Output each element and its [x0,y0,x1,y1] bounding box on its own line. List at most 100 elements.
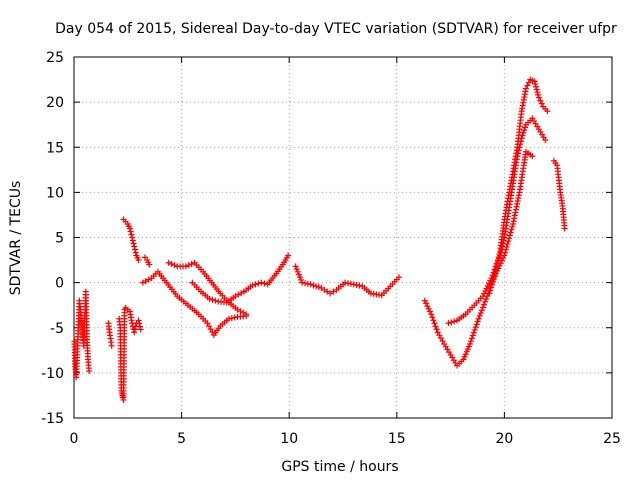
data-point [522,85,529,92]
y-tick-label: -5 [50,321,64,337]
data-point [477,310,484,317]
data-point [522,124,529,131]
data-point [294,268,301,275]
data-point [468,335,475,342]
data-point [506,232,513,239]
data-point [470,329,477,336]
x-tick-label: 15 [388,431,406,447]
data-point [494,260,501,267]
data-point [131,243,138,250]
data-point [129,237,136,244]
data-point [293,266,300,273]
data-point [136,320,143,327]
data-point [495,254,502,261]
data-point [356,282,363,289]
data-point [524,82,531,89]
data-point [532,83,539,90]
data-point [206,295,213,302]
x-tick-label: 5 [177,431,186,447]
data-point [445,320,452,327]
data-point [108,342,115,349]
data-point [310,282,317,289]
data-point [136,323,143,330]
y-tick-label: -10 [41,366,64,382]
data-point [130,240,137,247]
data-point [451,318,458,325]
y-tick-label: 0 [55,276,64,292]
data-point [315,284,322,291]
data-point [299,279,306,286]
data-point [471,326,478,333]
y-tick-label: 15 [46,140,64,156]
data-point [292,263,299,270]
y-tick-label: 10 [46,185,64,201]
data-point [431,320,438,327]
data-point [327,290,334,297]
data-point [330,288,337,295]
data-point [482,298,489,305]
data-point [132,249,139,256]
data-point [295,271,302,278]
data-point [478,307,485,314]
data-point [448,319,455,326]
x-tick-label: 10 [280,431,298,447]
data-point [131,329,138,336]
data-point [313,283,320,290]
y-axis-label: SDTVAR / TECUs [8,181,24,296]
data-point [466,340,473,347]
chart-title: Day 054 of 2015, Sidereal Day-to-day VTE… [55,21,617,37]
data-point [433,326,440,333]
data-point [537,97,544,104]
data-point [489,278,496,285]
data-point [209,296,216,303]
y-tick-label: -15 [41,411,64,427]
data-point [430,317,437,324]
data-point [533,86,540,93]
data-point [285,252,292,259]
data-point [425,305,432,312]
data-point [469,332,476,339]
data-point [529,153,536,160]
data-point [492,266,499,273]
data-point [494,257,501,264]
data-point [126,225,133,232]
data-point [432,323,439,330]
data-point [521,127,528,134]
data-point [505,238,512,245]
data-point [168,260,175,267]
data-point [345,280,352,287]
data-point [301,280,308,287]
x-tick-label: 0 [70,431,79,447]
y-axis-ticks: -15 -10 -5 0 5 10 15 20 25 [41,50,612,427]
data-point [509,223,516,230]
data-point [496,251,503,258]
data-point [428,311,435,318]
data-point [534,89,541,96]
data-point [473,321,480,328]
data-point [131,326,138,333]
data-point [252,281,259,288]
x-axis-ticks: 0 5 10 15 20 25 [70,57,621,447]
data-point [135,317,142,324]
x-tick-label: 20 [495,431,513,447]
data-point [395,274,402,281]
data-point [304,280,311,287]
data-point [507,229,514,236]
data-point [188,260,195,267]
data-point [472,324,479,331]
data-point [538,100,545,107]
data-point [532,81,539,88]
y-tick-label: 25 [46,50,64,66]
data-point [486,290,493,297]
data-point [475,315,482,322]
data-point [506,235,513,242]
data-point [544,108,551,115]
data-point [535,94,542,101]
data-point [128,231,135,238]
x-tick-label: 25 [603,431,621,447]
data-point [347,280,354,287]
data-point [487,287,494,294]
data-point [483,295,490,302]
data-point [424,303,431,310]
